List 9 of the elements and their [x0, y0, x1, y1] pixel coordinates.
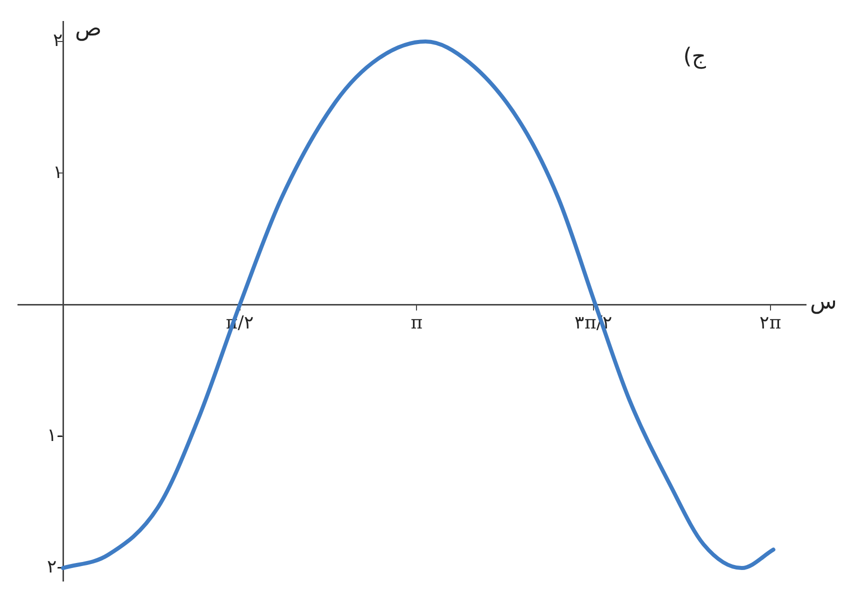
annotation: ج) — [683, 44, 707, 70]
x-axis-title: س — [810, 290, 837, 315]
y-tick-label: ٢- — [46, 556, 64, 578]
x-tick-label: π — [410, 312, 423, 334]
x-tick-label: ٢π — [759, 312, 782, 334]
y-tick-label: ١- — [46, 425, 64, 446]
y-tick-label: ٢ — [53, 30, 64, 52]
y-tick-label: ١ — [53, 162, 64, 183]
y-axis-title: ص — [75, 16, 102, 42]
